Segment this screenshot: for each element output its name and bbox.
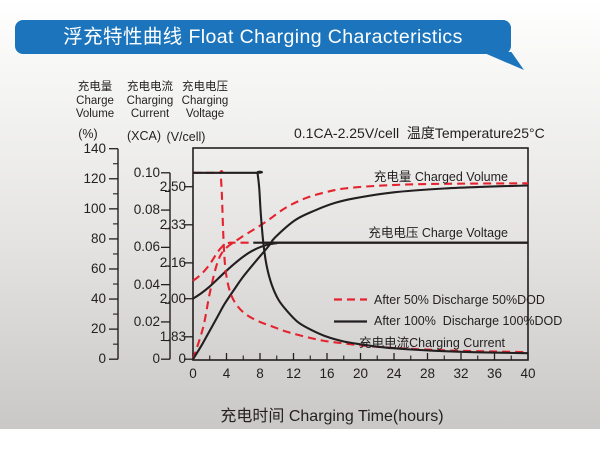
axis-header-volume-en1: Charge xyxy=(76,94,114,107)
legend-label-50dod: After 50% Discharge 50%DOD xyxy=(374,293,545,307)
x-tick-label: 0 xyxy=(189,366,197,381)
axis-unit-volume: (%) xyxy=(78,127,98,141)
x-tick-label: 8 xyxy=(256,366,264,381)
axis-unit-voltage: (V/cell) xyxy=(166,130,206,144)
y-tick-label-voltage: 2.16 xyxy=(159,254,186,270)
y-tick-label-current: 0.08 xyxy=(133,202,160,218)
y-tick-label-volume: 140 xyxy=(83,140,106,156)
x-tick-label: 12 xyxy=(285,366,302,381)
x-tick-label: 36 xyxy=(486,366,503,381)
axis-unit-current: (XCA) xyxy=(126,129,162,143)
y-tick-label-current: 0 xyxy=(152,351,160,367)
axis-header-current: 充电电流 Charging Current xyxy=(114,81,186,122)
y-tick-label-volume: 20 xyxy=(90,321,106,337)
x-axis-title: 充电时间 Charging Time(hours) xyxy=(220,408,444,425)
axis-header-voltage: 充电电压 Charging Voltage xyxy=(169,81,241,122)
axis-header-voltage-en2: Voltage xyxy=(185,108,225,120)
y-tick-label-voltage: 2.33 xyxy=(159,216,186,232)
y-tick-label-voltage: 0 xyxy=(178,351,186,367)
axis-header-current-en2: Current xyxy=(130,108,170,120)
label-charged-volume: 充电量 Charged Volume xyxy=(373,170,508,184)
page-title: 浮充特性曲线 Float Charging Characteristics xyxy=(63,26,463,48)
y-tick-label-volume: 40 xyxy=(90,291,106,307)
curve-charge-voltage-100dod xyxy=(192,241,529,300)
x-tick-label: 24 xyxy=(386,366,402,381)
y-tick-label-volume: 60 xyxy=(90,260,106,276)
x-tick-label: 20 xyxy=(352,366,369,381)
y-tick-label-current: 0.06 xyxy=(133,239,160,255)
y-tick-label-current: 0.02 xyxy=(133,313,160,329)
header-banner: 浮充特性曲线 Float Charging Characteristics xyxy=(15,20,511,54)
x-tick-label: 16 xyxy=(319,366,335,381)
condition-label: 0.1CA-2.25V/cell 温度Temperature25°C xyxy=(294,125,545,141)
label-charge-voltage: 充电电压 Charge Voltage xyxy=(368,226,508,240)
x-tick-label: 4 xyxy=(222,366,231,381)
curve-charging-current-100dod xyxy=(192,170,529,355)
y-tick-label-current: 0.10 xyxy=(133,164,160,180)
label-charging-current: 充电电流Charging Current xyxy=(359,336,505,350)
axis-header-voltage-en1: Charging xyxy=(181,94,229,107)
y-tick-label-voltage: 1.83 xyxy=(159,328,186,344)
axis-header-current-zh: 充电电流 xyxy=(127,81,173,93)
x-tick-label: 28 xyxy=(419,366,436,381)
axis-header-voltage-zh: 充电电压 xyxy=(182,81,228,93)
axis-header-volume-zh: 充电量 xyxy=(77,81,113,93)
axis-header-current-en1: Charging xyxy=(126,94,174,107)
x-tick-label: 32 xyxy=(453,366,469,381)
curve-charge-voltage-50dod xyxy=(192,241,252,282)
y-tick-label-volume: 120 xyxy=(83,170,106,186)
x-tick-label: 40 xyxy=(520,366,536,381)
y-tick-label-volume: 80 xyxy=(90,230,106,246)
axis-header-volume: 充电量 Charge Volume xyxy=(59,81,131,122)
y-tick-label-current: 0.04 xyxy=(133,276,160,292)
legend-label-100dod: After 100% Discharge 100%DOD xyxy=(374,314,563,328)
y-tick-label-voltage: 2.00 xyxy=(159,290,186,306)
background-card xyxy=(0,0,600,429)
y-tick-label-volume: 100 xyxy=(83,200,106,216)
y-tick-label-voltage: 2.50 xyxy=(159,178,186,194)
axis-header-volume-en2: Volume xyxy=(75,108,115,120)
y-tick-label-volume: 0 xyxy=(98,351,106,367)
